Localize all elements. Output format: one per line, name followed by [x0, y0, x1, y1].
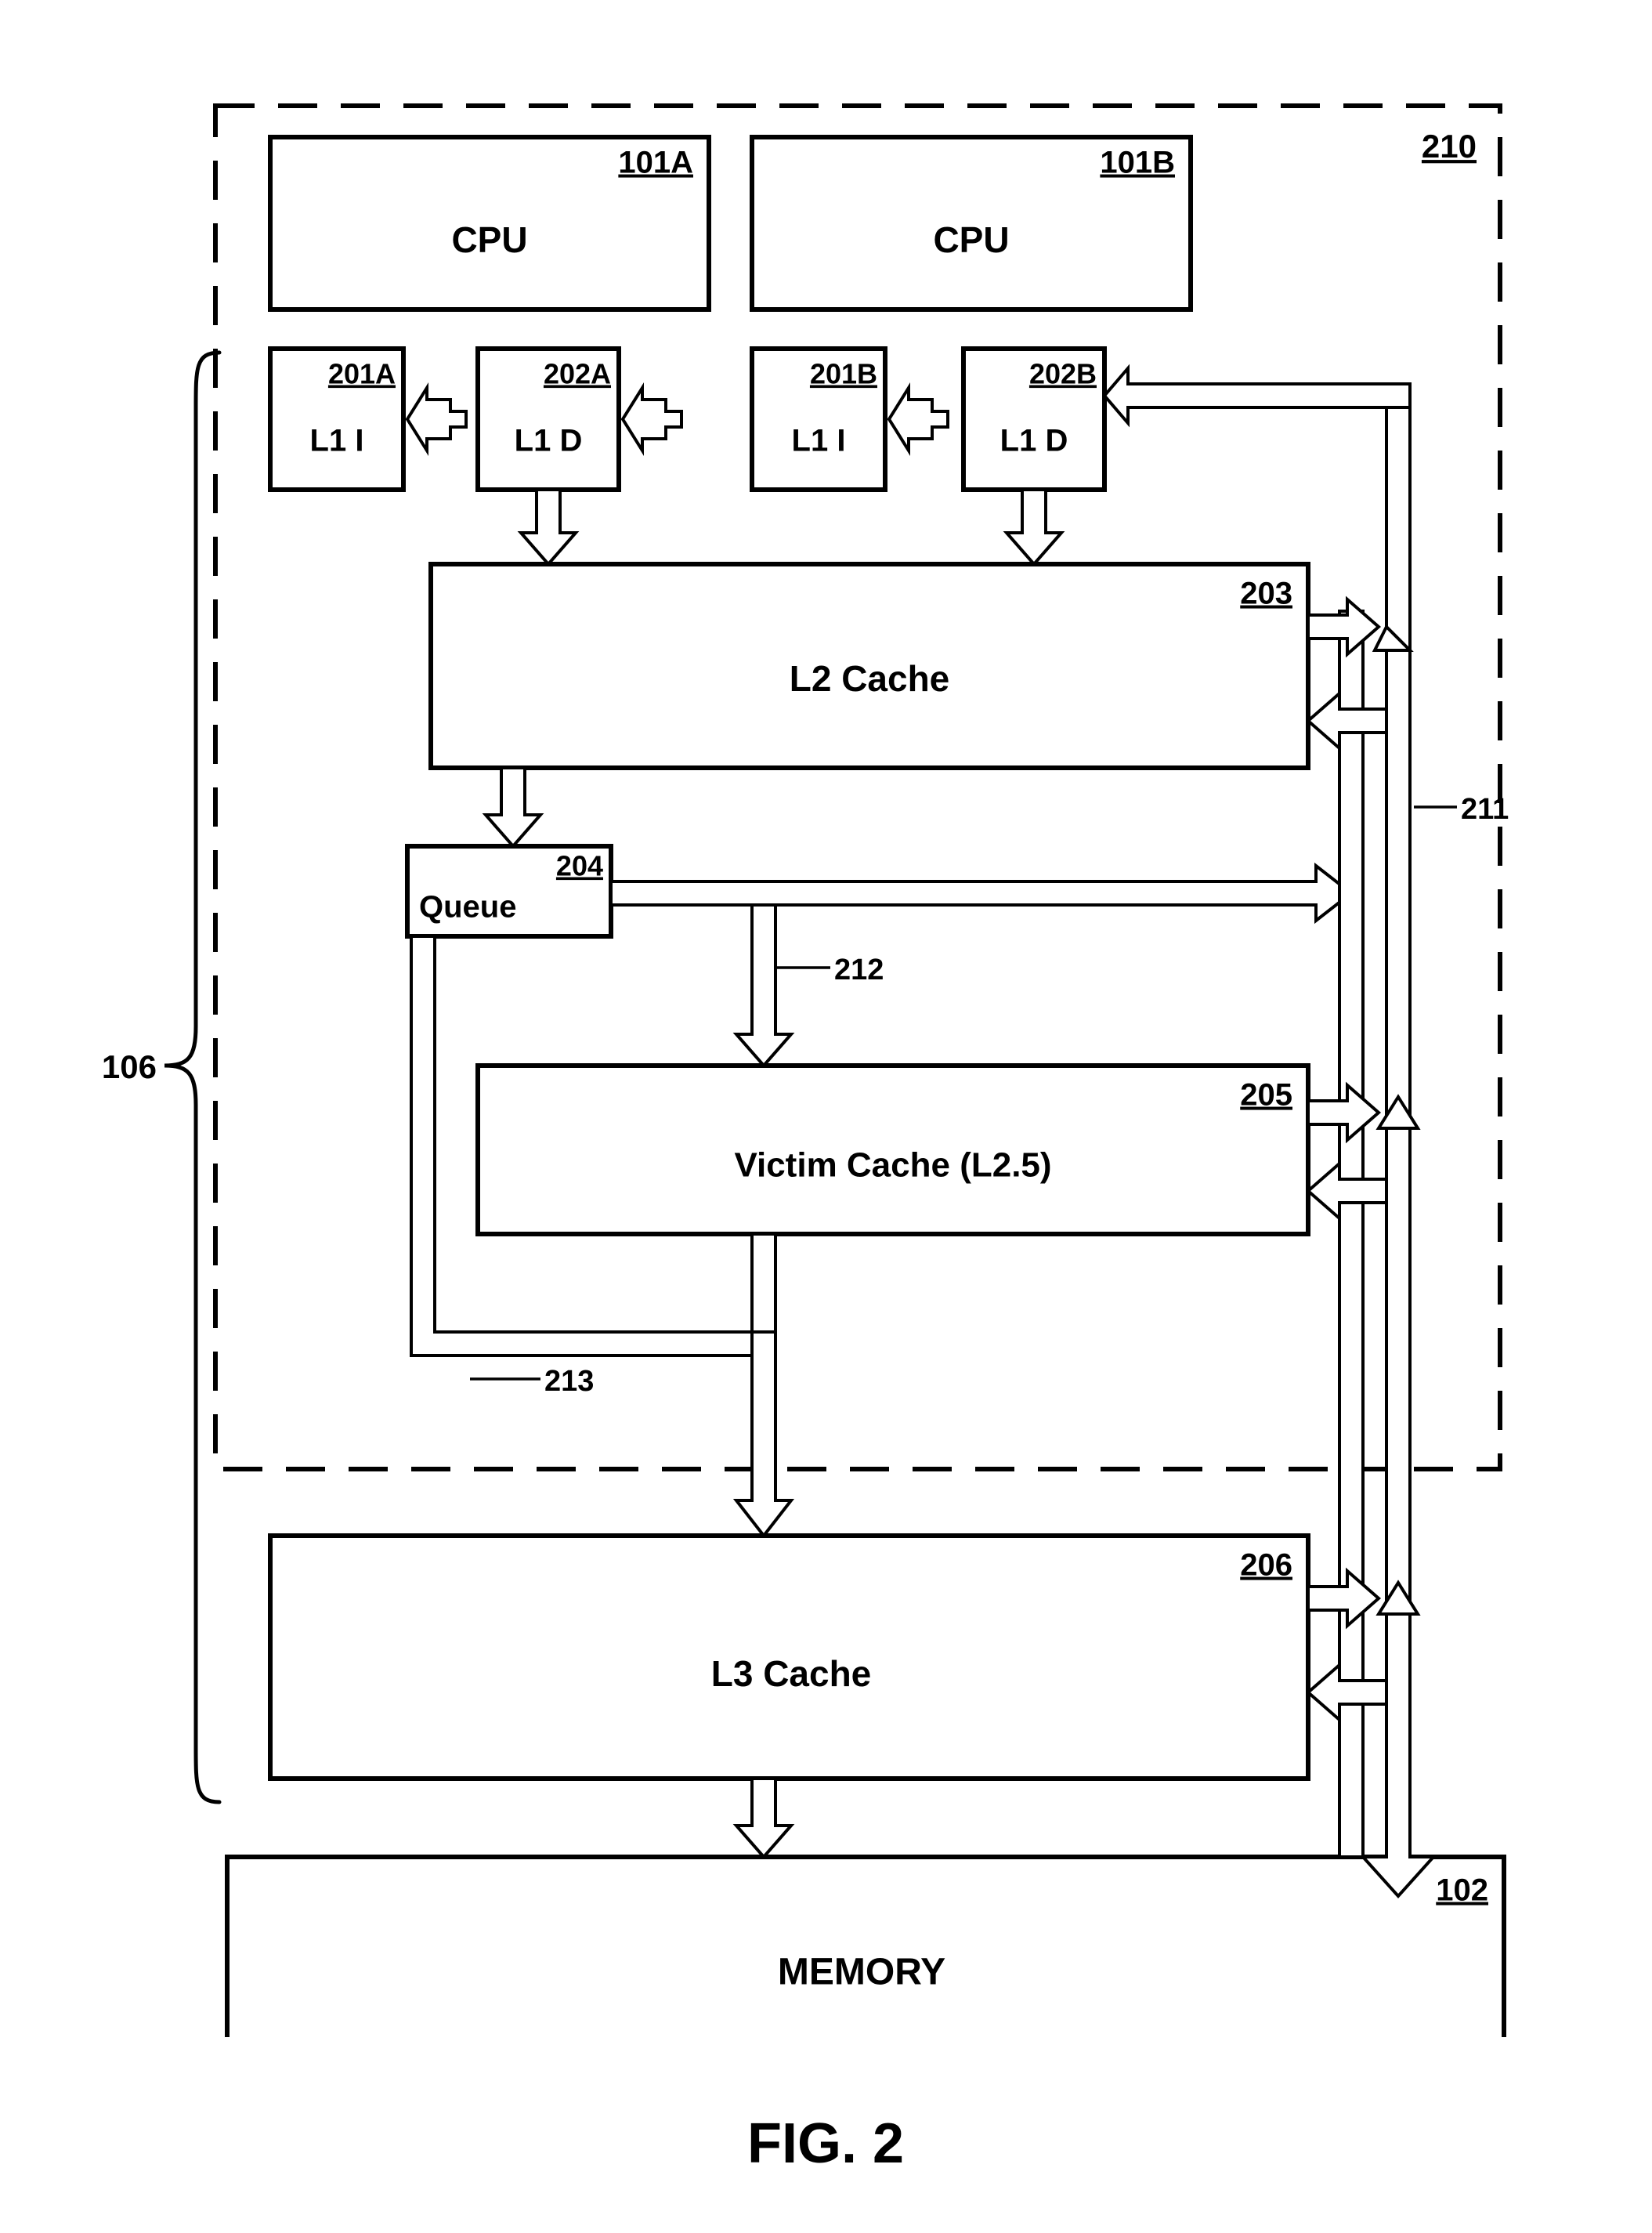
- bus-left-trunk: [1339, 611, 1363, 1857]
- arrow-l1da-to-l2: [521, 490, 576, 564]
- arrow-into-l3: [736, 1332, 791, 1536]
- l1i-a-id: 201A: [328, 358, 396, 390]
- memory-label: MEMORY: [778, 1952, 945, 1993]
- arrow-victim-down: [752, 1234, 775, 1332]
- l2-id: 203: [1240, 577, 1292, 611]
- l1i-a-label: L1 I: [310, 424, 364, 458]
- brace-106: [164, 353, 219, 1802]
- memory-id: 102: [1436, 1873, 1488, 1908]
- l1i-b-id: 201B: [810, 358, 877, 390]
- arrow-bus-to-l1db: [1104, 368, 1410, 423]
- cpu-a-id: 101A: [618, 146, 693, 180]
- memory-box: [227, 1857, 1504, 2037]
- arrow-l3-to-memory: [736, 1779, 791, 1857]
- l1d-a-id: 202A: [544, 358, 611, 390]
- l1d-b-label: L1 D: [1000, 424, 1068, 458]
- bus-up-arrowhead-mid: [1379, 1097, 1418, 1128]
- arrow-into-l1ia: [407, 388, 466, 451]
- arrow-queue-to-victim: [736, 905, 791, 1066]
- arrow-l2-to-queue: [486, 768, 540, 846]
- l1i-b-label: L1 I: [792, 424, 846, 458]
- cpu-b-label: CPU: [933, 219, 1009, 260]
- l3-label: L3 Cache: [711, 1653, 872, 1694]
- victim-label: Victim Cache (L2.5): [734, 1146, 1051, 1185]
- cache-hierarchy-diagram: 210 101A CPU 101B CPU 201A L1 I 202A L1 …: [0, 0, 1652, 2233]
- l1d-a-label: L1 D: [515, 424, 583, 458]
- bus-up-arrowhead-low: [1379, 1583, 1418, 1614]
- callout-213-label: 213: [544, 1365, 594, 1398]
- figure-label: FIG. 2: [747, 2112, 904, 2175]
- l2-label: L2 Cache: [790, 658, 950, 699]
- brace-106-label: 106: [102, 1048, 157, 1085]
- callout-211-label: 211: [1461, 793, 1509, 826]
- l3-id: 206: [1240, 1548, 1292, 1583]
- arrow-into-l1da: [623, 388, 681, 451]
- arrow-queue-to-bus: [611, 866, 1351, 921]
- queue-label: Queue: [419, 890, 516, 925]
- cpu-b-id: 101B: [1100, 146, 1175, 180]
- cpu-a-label: CPU: [451, 219, 527, 260]
- arrow-into-l1ib: [889, 388, 948, 451]
- victim-id: 205: [1240, 1078, 1292, 1113]
- arrow-l1db-to-l2: [1007, 490, 1061, 564]
- boundary-id: 210: [1422, 128, 1477, 165]
- l1d-b-id: 202B: [1029, 358, 1097, 390]
- queue-id: 204: [556, 850, 603, 882]
- callout-212-label: 212: [834, 954, 884, 986]
